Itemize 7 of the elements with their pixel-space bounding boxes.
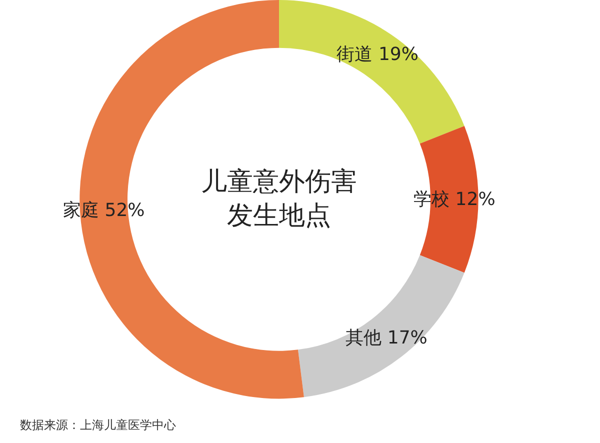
slice-label: 街道 19% [336, 44, 418, 65]
text: 儿童意外伤害发生地点 [201, 167, 357, 231]
slice-label: 其他 17% [346, 327, 428, 348]
donut-slice [298, 255, 464, 398]
donut-slice [279, 0, 464, 144]
source-note: 数据来源：上海儿童医学中心 [20, 418, 176, 432]
donut-slice [80, 0, 304, 399]
